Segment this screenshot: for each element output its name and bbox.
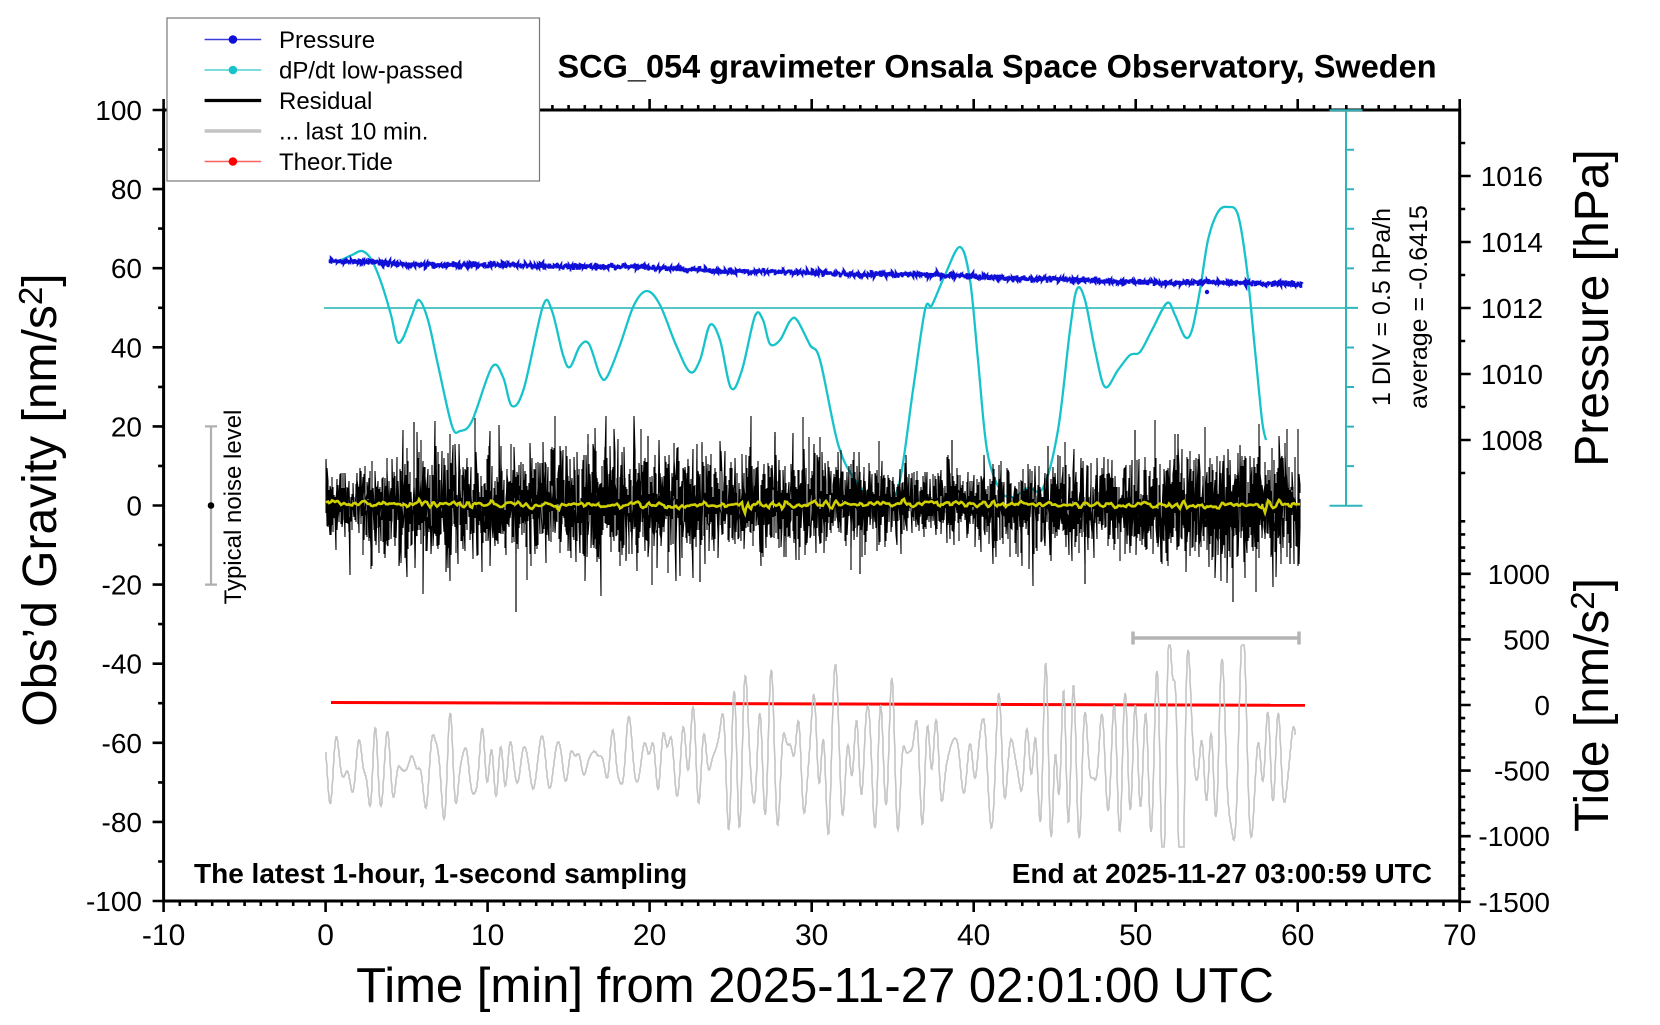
svg-text:20: 20 <box>111 411 142 442</box>
svg-text:-1000: -1000 <box>1478 821 1550 852</box>
svg-text:1 DIV = 0.5 hPa/h: 1 DIV = 0.5 hPa/h <box>1368 208 1396 406</box>
svg-text:Residual: Residual <box>279 88 372 115</box>
svg-text:Tide [nm/s2]: Tide [nm/s2] <box>1564 578 1619 832</box>
svg-text:20: 20 <box>633 919 666 952</box>
svg-text:average = -0.6415: average = -0.6415 <box>1405 205 1433 409</box>
svg-text:500: 500 <box>1503 624 1550 655</box>
svg-text:50: 50 <box>1119 919 1152 952</box>
svg-text:Time [min] from 2025-11-27 02:: Time [min] from 2025-11-27 02:01:00 UTC <box>356 959 1274 1013</box>
svg-text:60: 60 <box>1281 919 1314 952</box>
svg-text:0: 0 <box>126 491 142 522</box>
svg-text:1012: 1012 <box>1481 293 1543 324</box>
svg-text:10: 10 <box>471 919 504 952</box>
svg-text:80: 80 <box>111 174 142 205</box>
svg-text:Theor.Tide: Theor.Tide <box>279 149 393 176</box>
svg-text:The latest 1-hour, 1-second sa: The latest 1-hour, 1-second sampling <box>194 858 687 889</box>
svg-text:Typical noise level: Typical noise level <box>220 410 247 605</box>
svg-text:-80: -80 <box>102 807 142 838</box>
svg-text:30: 30 <box>795 919 828 952</box>
svg-text:SCG_054 gravimeter Onsala Spac: SCG_054 gravimeter Onsala Space Observat… <box>557 49 1436 85</box>
svg-text:1014: 1014 <box>1481 227 1543 258</box>
svg-text:60: 60 <box>111 253 142 284</box>
svg-text:-500: -500 <box>1494 756 1550 787</box>
svg-text:70: 70 <box>1443 919 1476 952</box>
svg-text:-10: -10 <box>142 919 185 952</box>
svg-text:100: 100 <box>95 95 142 126</box>
svg-text:0: 0 <box>317 919 334 952</box>
svg-text:40: 40 <box>111 332 142 363</box>
svg-text:1008: 1008 <box>1481 425 1543 456</box>
svg-text:Pressure [hPa]: Pressure [hPa] <box>1566 149 1619 466</box>
svg-text:-100: -100 <box>86 886 142 917</box>
svg-text:1010: 1010 <box>1481 359 1543 390</box>
svg-text:End at 2025-11-27 03:00:59 UTC: End at 2025-11-27 03:00:59 UTC <box>1012 858 1432 889</box>
svg-text:... last 10 min.: ... last 10 min. <box>279 119 428 146</box>
svg-text:1000: 1000 <box>1488 559 1550 590</box>
svg-text:dP/dt low-passed: dP/dt low-passed <box>279 58 463 85</box>
svg-text:1016: 1016 <box>1481 161 1543 192</box>
svg-text:40: 40 <box>957 919 990 952</box>
svg-text:Obs’d Gravity [nm/s2]: Obs’d Gravity [nm/s2] <box>12 273 67 726</box>
svg-text:-40: -40 <box>102 649 142 680</box>
svg-text:0: 0 <box>1534 690 1550 721</box>
svg-text:Pressure: Pressure <box>279 27 375 54</box>
svg-text:-60: -60 <box>102 728 142 759</box>
svg-text:-1500: -1500 <box>1478 887 1550 918</box>
svg-text:-20: -20 <box>102 570 142 601</box>
